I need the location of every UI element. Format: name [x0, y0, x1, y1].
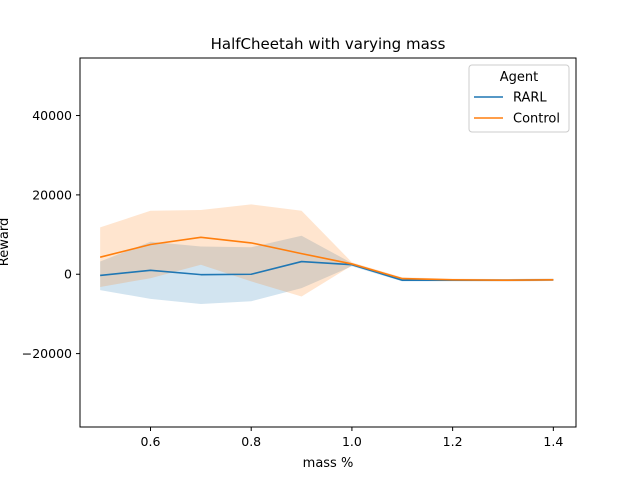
rarl-band [100, 235, 554, 304]
x-tick-label: 1.2 [443, 434, 463, 449]
series-lines [99, 236, 554, 281]
control-legend-label: Control [513, 112, 560, 127]
x-tick-label: 0.8 [241, 434, 261, 449]
control-band [100, 204, 554, 297]
y-axis: −20000 0 20000 40000 [22, 108, 80, 361]
plot-frame [79, 57, 577, 428]
y-tick-label: 0 [64, 267, 72, 282]
control-line [99, 236, 554, 281]
y-tick-label: 40000 [32, 108, 72, 123]
confidence-bands [100, 204, 554, 304]
legend-box [468, 64, 570, 133]
x-axis: 0.6 0.8 1.0 1.2 1.4 [141, 427, 563, 449]
legend: Agent RARL Control [468, 64, 570, 133]
x-tick-label: 0.6 [141, 434, 161, 449]
legend-entries: RARL Control [474, 91, 560, 127]
chart-title: HalfCheetah with varying mass [211, 35, 446, 53]
x-axis-label: mass % [303, 456, 354, 471]
rarl-legend-label: RARL [513, 91, 547, 106]
x-tick-label: 1.0 [342, 434, 362, 449]
legend-title: Agent [500, 70, 538, 85]
y-axis-label: Reward [0, 218, 12, 266]
x-tick-label: 1.4 [543, 434, 563, 449]
y-tick-label: 20000 [32, 187, 72, 202]
y-tick-label: −20000 [22, 346, 72, 361]
